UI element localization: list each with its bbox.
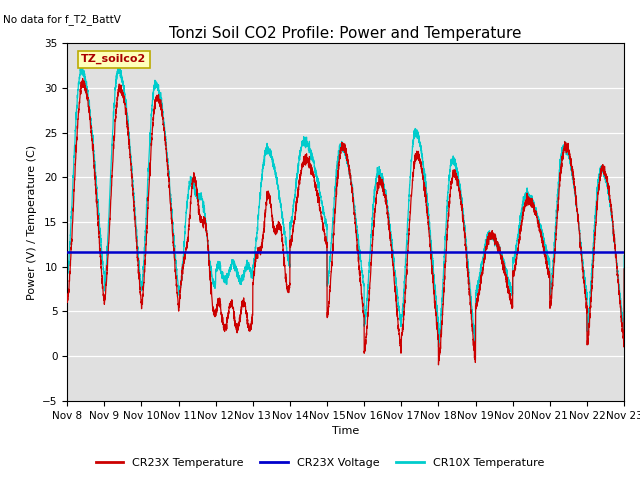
Title: Tonzi Soil CO2 Profile: Power and Temperature: Tonzi Soil CO2 Profile: Power and Temper… — [170, 25, 522, 41]
Text: No data for f_T2_BattV: No data for f_T2_BattV — [3, 14, 121, 25]
X-axis label: Time: Time — [332, 426, 359, 436]
Y-axis label: Power (V) / Temperature (C): Power (V) / Temperature (C) — [26, 144, 36, 300]
Text: TZ_soilco2: TZ_soilco2 — [81, 54, 147, 64]
Legend: CR23X Temperature, CR23X Voltage, CR10X Temperature: CR23X Temperature, CR23X Voltage, CR10X … — [91, 453, 549, 472]
